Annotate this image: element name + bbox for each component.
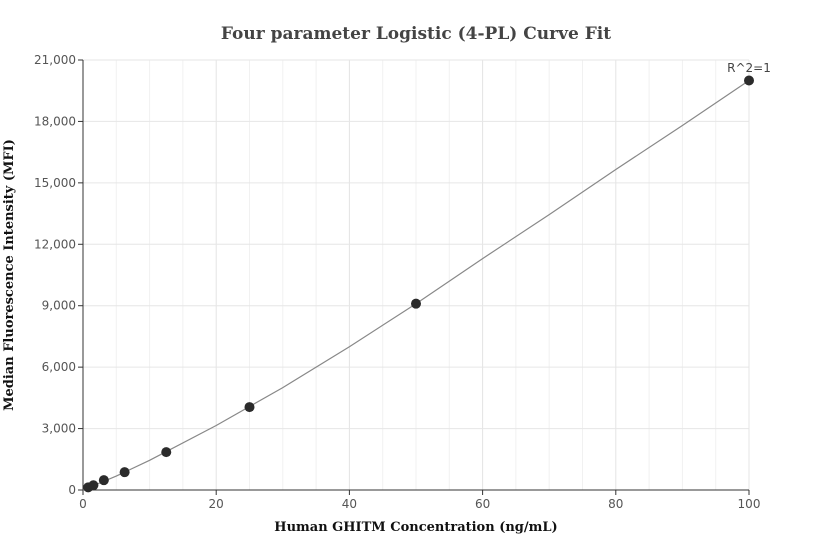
data-point xyxy=(244,402,255,413)
data-points xyxy=(83,75,754,493)
y-tick-label: 18,000 xyxy=(34,114,76,128)
data-point xyxy=(119,467,130,478)
y-tick-label: 21,000 xyxy=(34,53,76,67)
y-tick-label: 6,000 xyxy=(42,360,76,374)
r-squared-annotation: R^2=1 xyxy=(727,61,771,75)
y-tick-label: 15,000 xyxy=(34,176,76,190)
data-point xyxy=(98,475,109,486)
x-tick-label: 80 xyxy=(608,497,623,511)
y-tick-label: 3,000 xyxy=(42,422,76,436)
data-point xyxy=(161,447,172,458)
fit-curve-line xyxy=(82,80,750,491)
data-point xyxy=(88,480,99,491)
data-point xyxy=(744,75,754,86)
x-tick-label: 100 xyxy=(738,497,761,511)
axes: 0 20 40 60 80 100 0 3,000 6,000 9,000 12,000 15,000… xyxy=(34,53,760,511)
x-tick-label: 20 xyxy=(209,497,224,511)
y-tick-label: 9,000 xyxy=(42,299,76,313)
data-point xyxy=(411,298,421,309)
x-tick-label: 40 xyxy=(342,497,357,511)
y-tick-label: 0 xyxy=(68,483,76,497)
fit-curve-layer xyxy=(82,80,750,491)
grid xyxy=(82,59,750,491)
x-tick-label: 60 xyxy=(475,497,490,511)
y-axis-label: Median Fluorescence Intensity (MFI) xyxy=(2,139,17,411)
y-tick-label: 12,000 xyxy=(34,237,76,251)
chart-title: Four parameter Logistic (4-PL) Curve Fit xyxy=(221,24,611,44)
x-tick-label: 0 xyxy=(79,497,87,511)
x-axis-label: Human GHITM Concentration (ng/mL) xyxy=(274,520,557,535)
